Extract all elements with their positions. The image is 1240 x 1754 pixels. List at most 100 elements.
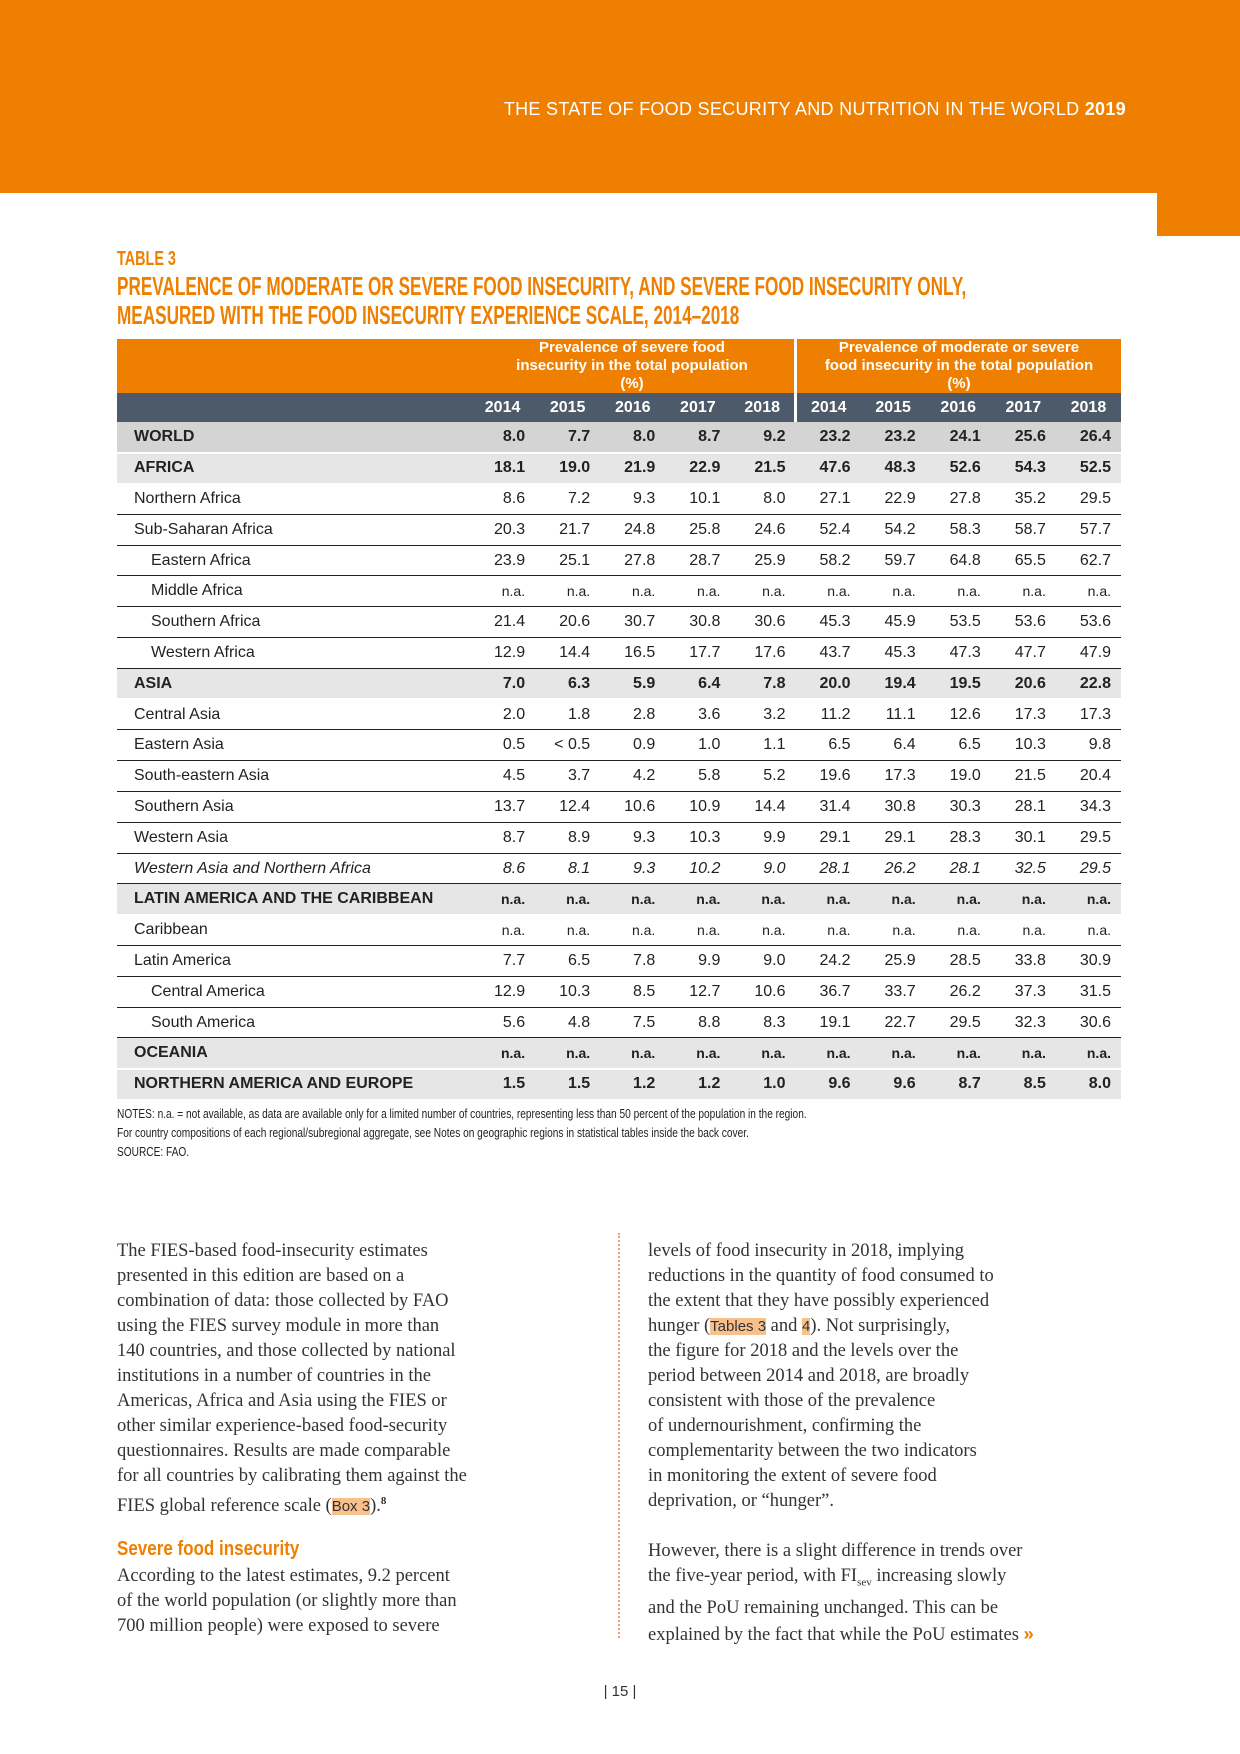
table-cell: 8.5 (600, 976, 666, 1008)
table-cell: 1.1 (730, 729, 796, 762)
text-line: combination of data: those collected by … (117, 1291, 449, 1311)
table-cell: 9.2 (730, 422, 796, 454)
table-cell: 21.5 (730, 452, 796, 485)
text-line: deprivation, or “hunger”. (648, 1491, 834, 1511)
row-label: Eastern Africa (117, 545, 471, 577)
table-row: Latin America 7.7 6.5 7.8 9.9 9.0 24.2 25.9 28.5… (117, 945, 1121, 977)
table-cell: 5.6 (470, 1007, 536, 1039)
year-header: 2016 (600, 393, 666, 422)
table-cell: 27.8 (925, 483, 991, 515)
table-cell: 47.6 (795, 452, 861, 485)
table-cell: 21.4 (470, 606, 536, 639)
text-line: The FIES-based food-insecurity estimates (117, 1241, 428, 1261)
table-cell: n.a. (600, 914, 666, 947)
row-label: South-eastern Asia (117, 760, 471, 793)
table-cell: 29.1 (860, 822, 926, 854)
table-cell: 7.8 (600, 945, 666, 977)
table-cell: 11.2 (795, 699, 861, 731)
table-cell: 9.3 (600, 483, 666, 515)
table-cell: 22.9 (665, 452, 731, 485)
table-cell: 43.7 (795, 637, 861, 669)
notes-line: For country compositions of each regiona… (117, 1125, 749, 1140)
row-label: Southern Africa (117, 606, 471, 639)
table-cell: 4.5 (470, 760, 536, 793)
table-cell: n.a. (600, 883, 666, 916)
table-cell: n.a. (795, 883, 861, 916)
table-cell: 1.2 (665, 1068, 731, 1101)
tables-3-link[interactable]: Tables 3 (710, 1318, 767, 1335)
table-cell: 30.6 (1055, 1007, 1121, 1039)
header-band-tab (1157, 193, 1240, 236)
table-cell: < 0.5 (535, 729, 601, 762)
table-cell: 1.5 (470, 1068, 536, 1101)
group-header-severe: Prevalence of severe food insecurity in … (470, 339, 796, 393)
text-line: of undernourishment, confirming the (648, 1416, 922, 1436)
table-label: TABLE 3 (117, 248, 176, 270)
table-cell: 5.2 (730, 760, 796, 793)
table-4-link[interactable]: 4 (802, 1318, 811, 1335)
row-label: OCEANIA (117, 1037, 471, 1070)
table-cell: n.a. (860, 575, 926, 608)
table-cell: n.a. (860, 883, 926, 916)
table-cell: 8.5 (990, 1068, 1056, 1101)
text-line: reductions in the quantity of food consu… (648, 1266, 994, 1286)
table-cell: 18.1 (470, 452, 536, 485)
table-row: Southern Asia 13.7 12.4 10.6 10.9 14.4 31.4 30.… (117, 791, 1121, 823)
continue-icon[interactable]: » (1023, 1622, 1034, 1644)
table-cell: n.a. (925, 575, 991, 608)
table-row: South America 5.6 4.8 7.5 8.8 8.3 19.1 22.7 29.5… (117, 1007, 1121, 1039)
table-cell: 14.4 (730, 791, 796, 823)
text-line: presented in this edition are based on a (117, 1266, 405, 1286)
table-cell: 30.6 (730, 606, 796, 639)
text-line: in monitoring the extent of severe food (648, 1466, 937, 1486)
table-cell: 9.9 (665, 945, 731, 977)
table-row: OCEANIA n.a. n.a. n.a. n.a. n.a. n.a. n.a. n.a. n… (117, 1037, 1121, 1070)
row-label: Northern Africa (117, 483, 471, 515)
table-cell: n.a. (1055, 575, 1121, 608)
table-cell: n.a. (990, 883, 1056, 916)
table-cell: 25.8 (665, 514, 731, 546)
table-cell: 8.1 (535, 853, 601, 885)
text-line: 700 million people) were exposed to seve… (117, 1616, 440, 1636)
subscript: sev (857, 1576, 872, 1589)
table-cell: n.a. (795, 1037, 861, 1070)
data-table: Prevalence of severe food insecurity in … (117, 339, 1121, 1101)
table-cell: n.a. (665, 1037, 731, 1070)
year-header: 2018 (730, 393, 796, 422)
table-cell: 10.6 (730, 976, 796, 1008)
row-label: South America (117, 1007, 471, 1039)
table-cell: 26.4 (1055, 422, 1121, 454)
table-cell: 28.3 (925, 822, 991, 854)
table-cell: 32.3 (990, 1007, 1056, 1039)
footnote-ref[interactable]: 8 (380, 1495, 387, 1507)
table-cell: 52.6 (925, 452, 991, 485)
table-cell: 22.9 (860, 483, 926, 515)
running-header-text: THE STATE OF FOOD SECURITY AND NUTRITION… (503, 99, 1080, 119)
table-cell: 37.3 (990, 976, 1056, 1008)
table-row: NORTHERN AMERICA AND EUROPE 1.5 1.5 1.2 1.2 1… (117, 1068, 1121, 1101)
table-cell: n.a. (990, 575, 1056, 608)
table-cell: n.a. (665, 883, 731, 916)
row-label: Sub-Saharan Africa (117, 514, 471, 546)
table-cell: 9.6 (795, 1068, 861, 1101)
table-cell: 29.5 (925, 1007, 991, 1039)
table-row: Southern Africa 21.4 20.6 30.7 30.8 30.6 45.3 4… (117, 606, 1121, 639)
table-cell: 2.8 (600, 699, 666, 731)
right-column-paragraph-1: levels of food insecurity in 2018, imply… (648, 1239, 994, 1514)
table-cell: 32.5 (990, 853, 1056, 885)
table-cell: 6.3 (535, 668, 601, 701)
table-cell: 2.0 (470, 699, 536, 731)
table-cell: 17.3 (860, 760, 926, 793)
row-label: Western Africa (117, 637, 471, 669)
row-label: Western Asia (117, 822, 471, 854)
table-cell: n.a. (1055, 883, 1121, 916)
year-header: 2015 (535, 393, 601, 422)
table-cell: n.a. (470, 1037, 536, 1070)
table-cell: 17.7 (665, 637, 731, 669)
row-label: Caribbean (117, 914, 471, 947)
left-column-paragraph-1: The FIES-based food-insecurity estimates… (117, 1239, 467, 1519)
box-3-link[interactable]: Box 3 (331, 1498, 371, 1516)
table-cell: 7.7 (470, 945, 536, 977)
table-cell: 3.2 (730, 699, 796, 731)
table-row: Middle Africa n.a. n.a. n.a. n.a. n.a. n.a. n.a… (117, 575, 1121, 608)
